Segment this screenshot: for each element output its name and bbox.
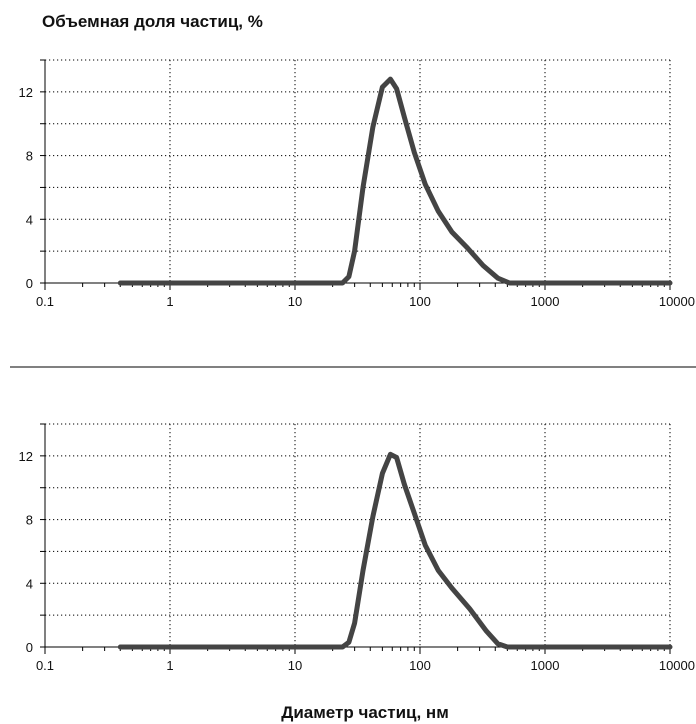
y-tick-label: 0	[26, 276, 33, 291]
x-axis-title: Диаметр частиц, нм	[281, 703, 449, 722]
x-tick-label: 1	[166, 294, 173, 309]
x-tick-label: 10000	[659, 294, 695, 309]
y-tick-label: 12	[19, 449, 33, 464]
y-tick-label: 8	[26, 149, 33, 164]
x-tick-label: 1000	[531, 294, 560, 309]
y-tick-label: 4	[26, 212, 33, 227]
x-tick-label: 0.1	[36, 658, 54, 673]
bottom-chart: 0 4 8 12 0.1 1 10 100 1000 10000	[19, 423, 695, 673]
distribution-line	[117, 76, 673, 286]
y-tick-label: 8	[26, 513, 33, 528]
x-tick-label: 1000	[531, 658, 560, 673]
top-chart: 0 4 8 12 0.1 1 10 100 1000 10000	[19, 59, 695, 309]
distribution-line	[117, 451, 673, 650]
x-tick-label: 100	[409, 658, 431, 673]
y-tick-label: 4	[26, 576, 33, 591]
y-axis-title: Объемная доля частиц, %	[42, 12, 263, 31]
x-tick-label: 100	[409, 294, 431, 309]
x-tick-label: 10	[288, 294, 302, 309]
y-tick-label: 12	[19, 85, 33, 100]
x-tick-label: 0.1	[36, 294, 54, 309]
y-tick-label: 0	[26, 640, 33, 655]
x-tick-label: 10000	[659, 658, 695, 673]
x-tick-label: 10	[288, 658, 302, 673]
x-tick-label: 1	[166, 658, 173, 673]
